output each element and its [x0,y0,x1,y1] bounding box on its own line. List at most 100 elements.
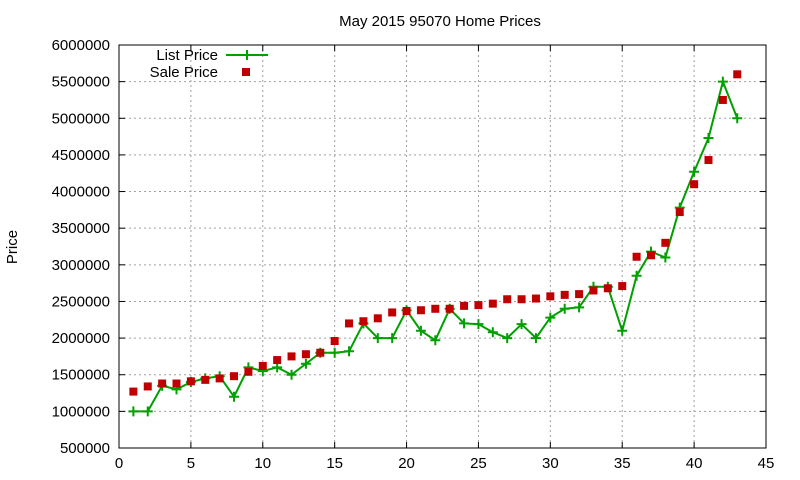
y-axis-title: Price [4,230,21,264]
sale-price-point [575,290,584,299]
list-price-point [344,346,355,357]
y-tick-label: 2000000 [52,330,110,347]
sale-price-point [215,374,224,383]
sale-price-point [359,317,368,326]
list-price-point [286,369,297,380]
data-series [128,70,743,417]
list-price-point [574,302,585,313]
sale-price-point [560,290,569,299]
list-price-point [559,303,570,314]
sale-price-point [172,379,181,388]
x-tick-label: 35 [614,455,631,472]
sale-price-point [517,295,526,304]
sale-price-point [460,301,469,310]
legend: List Price Sale Price [150,47,268,81]
sale-price-point [718,95,727,104]
sale-price-point [316,348,325,357]
x-tick-label: 45 [758,455,775,472]
sale-price-point [301,350,310,359]
sale-price-point [589,286,598,295]
x-tick-label: 25 [470,455,487,472]
legend-marker-list-price [242,50,252,60]
list-price-point [689,166,700,177]
sale-price-point [143,382,152,391]
y-tick-label: 1000000 [52,403,110,420]
list-price-point [617,325,628,336]
sale-price-point [431,304,440,313]
sale-price-point [546,292,555,301]
sale-price-point [690,180,699,189]
y-tick-label: 1500000 [52,367,110,384]
y-tick-label: 2500000 [52,293,110,310]
list-price-point [631,270,642,281]
list-price-point [660,252,671,263]
list-price-point [329,347,340,358]
chart-title: May 2015 95070 Home Prices [339,13,541,30]
y-tick-labels: 500000 1000000 1500000 2000000 2500000 300000… [52,37,110,457]
sale-price-point [388,308,397,317]
sale-price-point [445,304,454,313]
sale-price-point [330,337,339,346]
sale-price-point [158,379,167,388]
sale-price-point [402,306,411,315]
sale-price-point [675,208,684,217]
list-price-line [133,80,739,413]
x-tick-labels: 0 5 10 15 20 25 30 35 40 45 [115,455,775,472]
x-tick-label: 30 [542,455,559,472]
y-tick-label: 500000 [60,440,110,457]
y-tick-label: 6000000 [52,37,110,54]
sale-price-point [373,314,382,323]
sale-price-point [503,295,512,304]
legend-marker-sale-price [242,68,250,76]
plot-frame [118,44,767,449]
x-tick-label: 5 [187,455,195,472]
x-tick-label: 15 [326,455,343,472]
legend-label-sale-price: Sale Price [150,64,218,81]
sale-price-point [632,252,641,261]
sale-price-point [345,319,354,328]
list-price-point [717,76,728,87]
x-tick-label: 20 [398,455,415,472]
sale-price-point [603,284,612,293]
sale-price-point [531,294,540,303]
list-price-point [387,333,398,344]
sale-price-point [201,375,210,384]
sale-price-point [646,251,655,260]
list-price-point [487,327,498,338]
list-price-point [430,335,441,346]
y-tick-label: 5500000 [52,74,110,91]
sale-price-point [186,377,195,386]
sale-price-point [488,299,497,308]
x-tick-label: 10 [254,455,271,472]
sale-price-point [661,238,670,247]
y-tick-label: 5000000 [52,110,110,127]
sale-price-point [704,156,713,165]
sale-price-point [287,352,296,361]
list-price-point [142,406,153,417]
list-price-point [502,333,513,344]
sale-price-point [230,372,239,381]
list-price-point [300,358,311,369]
grid-lines [119,45,766,448]
list-price-point [530,333,541,344]
legend-label-list-price: List Price [156,47,218,64]
sale-price-point [416,306,425,315]
y-tick-label: 4000000 [52,184,110,201]
y-tick-label: 3000000 [52,257,110,274]
sale-price-point [733,70,742,79]
x-tick-label: 0 [115,455,123,472]
list-price-point [703,133,714,144]
sale-price-point [618,282,627,291]
list-price-point [415,325,426,336]
y-tick-label: 3500000 [52,220,110,237]
list-price-point [732,113,743,124]
sale-price-point [273,356,282,365]
list-price-point [128,406,139,417]
sale-price-point [244,367,253,376]
list-price-point [459,318,470,329]
list-price-point [372,333,383,344]
y-tick-label: 4500000 [52,147,110,164]
list-price-point [473,319,484,330]
list-price-point [516,319,527,330]
